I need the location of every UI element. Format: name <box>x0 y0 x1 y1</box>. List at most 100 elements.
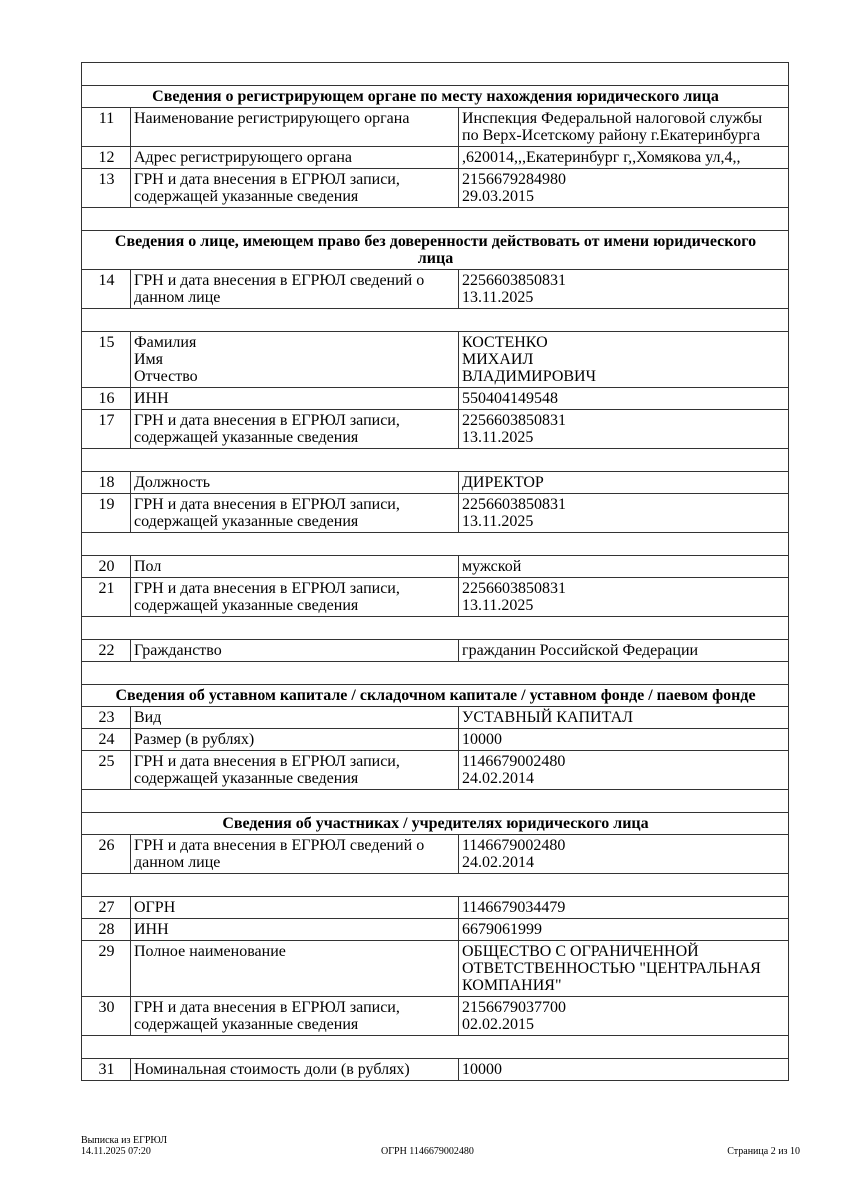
field-label-line: Вид <box>134 709 162 726</box>
field-label: ГРН и дата внесения в ЕГРЮЛ записи, содер… <box>130 577 459 617</box>
field-label-line: ГРН и дата внесения в ЕГРЮЛ записи, <box>134 171 400 188</box>
table-row: 25 ГРН и дата внесения в ЕГРЮЛ записи, сод… <box>81 750 789 790</box>
row-number: 20 <box>81 555 131 578</box>
field-value-line: 24.02.2014 <box>462 770 534 787</box>
field-label-line: ОГРН <box>134 899 176 916</box>
field-label-line: ГРН и дата внесения в ЕГРЮЛ записи, <box>134 753 400 770</box>
field-value-line: 13.11.2025 <box>462 597 534 614</box>
field-label: ГРН и дата внесения в ЕГРЮЛ записи, содер… <box>130 750 459 790</box>
egrul-table: Сведения о регистрирующем органе по мест… <box>81 62 789 1081</box>
table-row: 13 ГРН и дата внесения в ЕГРЮЛ записи, сод… <box>81 168 789 208</box>
field-label: ГРН и дата внесения в ЕГРЮЛ записи, содер… <box>130 996 459 1036</box>
row-number: 22 <box>81 639 131 662</box>
table-row: 26 ГРН и дата внесения в ЕГРЮЛ сведений о… <box>81 834 789 874</box>
field-label-line: содержащей указанные сведения <box>134 1016 359 1033</box>
field-label-line: ИНН <box>134 390 169 407</box>
field-label: ИНН <box>130 918 459 941</box>
field-value-line: 6679061999 <box>462 921 542 938</box>
spacer-row <box>81 789 789 813</box>
spacer-cell <box>81 873 789 897</box>
field-value-line: КОМПАНИЯ" <box>462 977 562 994</box>
field-label-line: ГРН и дата внесения в ЕГРЮЛ сведений о <box>134 272 425 289</box>
field-value-line: 2256603850831 <box>462 272 566 289</box>
field-label-line: содержащей указанные сведения <box>134 429 359 446</box>
row-number: 26 <box>81 834 131 874</box>
field-label: ГРН и дата внесения в ЕГРЮЛ сведений о да… <box>130 269 459 309</box>
row-number: 23 <box>81 706 131 729</box>
spacer-row <box>81 873 789 897</box>
spacer-row <box>81 308 789 332</box>
field-value: 2156679284980 29.03.2015 <box>458 168 789 208</box>
field-value-line: 2156679284980 <box>462 171 566 188</box>
table-row: 19 ГРН и дата внесения в ЕГРЮЛ записи, сод… <box>81 493 789 533</box>
field-label-line: ГРН и дата внесения в ЕГРЮЛ записи, <box>134 580 400 597</box>
section-header-line: Сведения об участниках / учредителях юри… <box>222 815 649 832</box>
field-label-line: содержащей указанные сведения <box>134 513 359 530</box>
field-value-line: Инспекция Федеральной налоговой службы <box>462 110 763 127</box>
table-row: 14 ГРН и дата внесения в ЕГРЮЛ сведений о… <box>81 269 789 309</box>
row-number: 16 <box>81 387 131 410</box>
field-value: 1146679002480 24.02.2014 <box>458 834 789 874</box>
field-label-line: ИНН <box>134 921 169 938</box>
field-value-line: мужской <box>462 558 522 575</box>
table-row: 18 Должность ДИРЕКТОР <box>81 471 789 494</box>
spacer-cell <box>81 789 789 813</box>
table-row: 23 Вид УСТАВНЫЙ КАПИТАЛ <box>81 706 789 729</box>
field-value-line: УСТАВНЫЙ КАПИТАЛ <box>462 709 633 726</box>
field-value-line: 24.02.2014 <box>462 854 534 871</box>
footer-left: Выписка из ЕГРЮЛ 14.11.2025 07:20 <box>81 1135 167 1157</box>
field-label: ГРН и дата внесения в ЕГРЮЛ записи, содер… <box>130 168 459 208</box>
field-label: Номинальная стоимость доли (в рублях) <box>130 1058 459 1081</box>
spacer-row <box>81 532 789 556</box>
field-label: Пол <box>130 555 459 578</box>
field-value-line: 13.11.2025 <box>462 289 534 306</box>
table-row: 12 Адрес регистрирующего органа ,620014,,,… <box>81 146 789 169</box>
row-number: 12 <box>81 146 131 169</box>
field-value: мужской <box>458 555 789 578</box>
field-label-line: Пол <box>134 558 162 575</box>
field-label: Гражданство <box>130 639 459 662</box>
field-label-line: Адрес регистрирующего органа <box>134 149 353 166</box>
field-value-line: 2256603850831 <box>462 496 566 513</box>
row-number: 11 <box>81 107 131 147</box>
table-row: 20 Пол мужской <box>81 555 789 578</box>
spacer-cell <box>81 616 789 640</box>
table-row: 16 ИНН 550404149548 <box>81 387 789 410</box>
field-value: ДИРЕКТОР <box>458 471 789 494</box>
table-row: 17 ГРН и дата внесения в ЕГРЮЛ записи, сод… <box>81 409 789 449</box>
section-header: Сведения о регистрирующем органе по мест… <box>81 85 789 108</box>
spacer-cell <box>81 1035 789 1059</box>
field-value: КОСТЕНКО МИХАИЛ ВЛАДИМИРОВИЧ <box>458 331 789 388</box>
field-value: 2256603850831 13.11.2025 <box>458 493 789 533</box>
field-label: Размер (в рублях) <box>130 728 459 751</box>
field-label: ОГРН <box>130 896 459 919</box>
field-value: УСТАВНЫЙ КАПИТАЛ <box>458 706 789 729</box>
field-value: 550404149548 <box>458 387 789 410</box>
field-value: Инспекция Федеральной налоговой службы по… <box>458 107 789 147</box>
field-value: 2256603850831 13.11.2025 <box>458 269 789 309</box>
field-value-line: 1146679002480 <box>462 753 566 770</box>
field-label-line: Полное наименование <box>134 943 286 960</box>
field-label: Вид <box>130 706 459 729</box>
field-value-line: 2256603850831 <box>462 412 566 429</box>
field-value: 10000 <box>458 728 789 751</box>
field-label: Фамилия Имя Отчество <box>130 331 459 388</box>
field-label-line: Гражданство <box>134 642 222 659</box>
field-label-line: Номинальная стоимость доли (в рублях) <box>134 1061 410 1078</box>
section-header-row: Сведения о лице, имеющем право без довер… <box>81 230 789 270</box>
field-label-line: Фамилия <box>134 334 197 351</box>
field-label-line: Отчество <box>134 368 198 385</box>
footer-datetime: 14.11.2025 07:20 <box>81 1146 151 1157</box>
field-label-line: ГРН и дата внесения в ЕГРЮЛ записи, <box>134 999 400 1016</box>
row-number: 18 <box>81 471 131 494</box>
field-value-line: ,620014,,,Екатеринбург г,,Хомякова ул,4,… <box>462 149 741 166</box>
field-label-line: Имя <box>134 351 164 368</box>
field-value: 2256603850831 13.11.2025 <box>458 577 789 617</box>
field-label-line: содержащей указанные сведения <box>134 597 359 614</box>
row-number: 19 <box>81 493 131 533</box>
field-value-line: 2256603850831 <box>462 580 566 597</box>
row-number: 15 <box>81 331 131 388</box>
field-value-line: 10000 <box>462 731 502 748</box>
field-label: ИНН <box>130 387 459 410</box>
spacer-cell <box>81 62 789 86</box>
